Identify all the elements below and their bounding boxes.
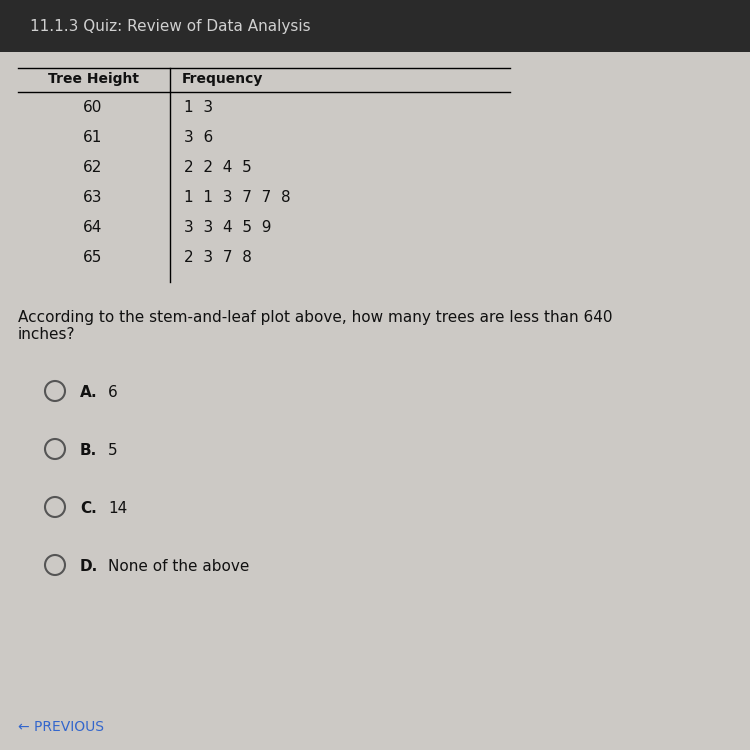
Text: B.: B. [80, 443, 98, 458]
Text: Frequency: Frequency [182, 72, 263, 86]
Text: 65: 65 [83, 250, 103, 265]
Text: 64: 64 [83, 220, 103, 235]
Text: 61: 61 [83, 130, 103, 145]
Text: 62: 62 [83, 160, 103, 175]
Text: 11.1.3 Quiz: Review of Data Analysis: 11.1.3 Quiz: Review of Data Analysis [30, 19, 310, 34]
Text: 2  2  4  5: 2 2 4 5 [184, 160, 252, 175]
Text: 3  6: 3 6 [184, 130, 213, 145]
Text: 1  1  3  7  7  8: 1 1 3 7 7 8 [184, 190, 291, 205]
Text: 60: 60 [83, 100, 103, 115]
Text: According to the stem-and-leaf plot above, how many trees are less than 640
inch: According to the stem-and-leaf plot abov… [18, 310, 613, 343]
Text: 3  3  4  5  9: 3 3 4 5 9 [184, 220, 272, 235]
Text: 2  3  7  8: 2 3 7 8 [184, 250, 252, 265]
Text: 14: 14 [108, 501, 128, 516]
Text: Tree Height: Tree Height [47, 72, 139, 86]
Text: None of the above: None of the above [108, 559, 249, 574]
Text: ← PREVIOUS: ← PREVIOUS [18, 720, 104, 734]
Text: D.: D. [80, 559, 98, 574]
Text: A.: A. [80, 385, 98, 400]
Text: 1  3: 1 3 [184, 100, 213, 115]
Text: 63: 63 [83, 190, 103, 205]
Bar [0, 0, 750, 52]
Text: C.: C. [80, 501, 97, 516]
Text: 5: 5 [108, 443, 118, 458]
Text: 6: 6 [108, 385, 118, 400]
